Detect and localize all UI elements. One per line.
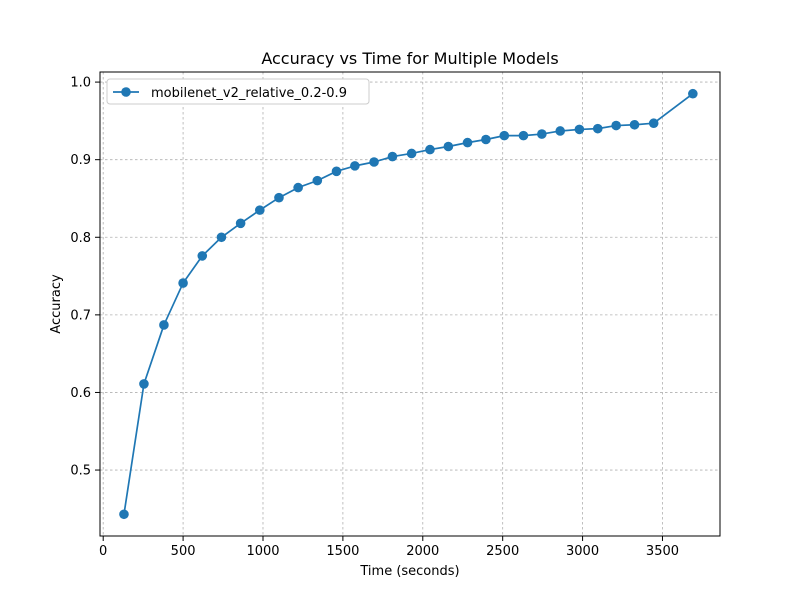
chart-legend: mobilenet_v2_relative_0.2-0.9 (106, 78, 370, 105)
data-point (406, 148, 417, 159)
data-point (274, 192, 284, 203)
data-point (350, 161, 360, 171)
data-point (293, 182, 303, 193)
legend-box (106, 78, 370, 105)
plot-frame (99, 71, 721, 537)
y-tick-label: 0.7 (70, 308, 91, 323)
data-point (254, 205, 265, 215)
data-point (369, 157, 379, 167)
y-tick-label: 1.0 (70, 76, 91, 91)
data-point (611, 120, 621, 131)
data-point (331, 166, 342, 177)
x-tick-label: 2000 (406, 544, 439, 559)
data-point (387, 151, 398, 162)
data-point (481, 134, 491, 145)
data-point (537, 129, 547, 139)
data-point (462, 137, 473, 148)
series-layer (119, 88, 698, 520)
x-tick-label: 2500 (486, 544, 519, 559)
y-tick-label: 0.5 (70, 464, 91, 479)
data-point (518, 130, 529, 141)
y-tick-label: 0.8 (70, 231, 91, 246)
data-point (178, 278, 188, 288)
data-point (592, 123, 603, 134)
y-tick-label: 0.9 (70, 153, 91, 168)
data-point (235, 218, 246, 229)
data-point (159, 320, 169, 330)
data-point (312, 175, 323, 186)
axis-ticks: 0 500 1000 1500 2000 2500 3000 3500 0.5 0.6 0.7 0.8… (70, 76, 679, 559)
x-tick-label: 1500 (326, 544, 359, 559)
y-axis-label: Accuracy (49, 274, 64, 334)
x-tick-label: 1000 (246, 544, 279, 559)
grid-lines (100, 72, 720, 536)
x-tick-label: 3500 (646, 544, 679, 559)
data-point (139, 379, 149, 389)
data-point (629, 119, 640, 130)
legend-marker-swatch (121, 87, 131, 97)
data-point (648, 118, 659, 129)
data-point (425, 144, 435, 155)
chart-title: Accuracy vs Time for Multiple Models (261, 49, 558, 68)
data-point (197, 251, 208, 261)
legend-series-label: mobilenet_v2_relative_0.2-0.9 (151, 86, 347, 101)
x-tick-label: 3000 (566, 544, 599, 559)
data-point (119, 509, 129, 520)
data-point (688, 88, 698, 99)
x-tick-label: 500 (171, 544, 196, 559)
data-point (216, 232, 227, 243)
x-tick-label: 0 (99, 544, 107, 559)
x-axis-label: Time (seconds) (359, 564, 459, 579)
data-point (443, 141, 454, 152)
data-point (555, 126, 566, 136)
y-tick-label: 0.6 (70, 386, 91, 401)
data-point (574, 124, 585, 135)
data-point (499, 130, 510, 141)
